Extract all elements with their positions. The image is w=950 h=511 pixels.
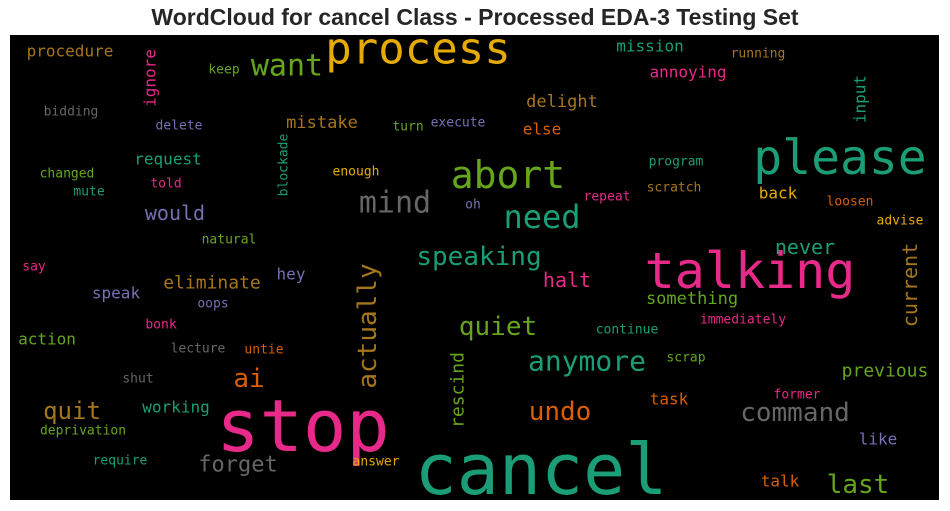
word-immediately: immediately (700, 313, 786, 328)
word-mind: mind (359, 186, 431, 221)
word-changed: changed (40, 167, 95, 182)
word-talk: talk (761, 472, 800, 491)
word-action: action (18, 330, 76, 349)
word-eliminate: eliminate (163, 273, 261, 294)
word-procedure: procedure (27, 42, 114, 61)
word-task: task (650, 390, 689, 409)
word-else: else (523, 120, 562, 139)
word-need: need (503, 198, 580, 236)
word-annoying: annoying (649, 63, 726, 82)
word-continue: continue (596, 323, 659, 338)
word-please: please (753, 130, 926, 186)
word-something: something (646, 289, 738, 309)
word-would: would (145, 201, 205, 225)
word-oh: oh (465, 198, 481, 213)
word-previous: previous (842, 361, 929, 382)
word-blockade: blockade (277, 134, 292, 197)
word-ai: ai (233, 364, 264, 394)
word-speaking: speaking (416, 242, 541, 272)
word-back: back (759, 184, 798, 203)
word-speak: speak (92, 284, 141, 303)
wordcloud-canvas: stop cancel talking please process abort need m… (10, 35, 939, 500)
word-repeat: repeat (584, 190, 631, 205)
word-running: running (731, 47, 786, 62)
word-natural: natural (202, 233, 257, 248)
word-ignore: ignore (141, 49, 160, 107)
word-say: say (22, 260, 46, 275)
word-require: require (93, 454, 148, 469)
word-keep: keep (208, 63, 239, 78)
word-process: process (325, 35, 510, 75)
word-like: like (859, 430, 898, 449)
word-mission: mission (616, 37, 683, 56)
word-deprivation: deprivation (40, 424, 126, 439)
word-untie: untie (244, 343, 283, 358)
word-loosen: loosen (827, 195, 874, 210)
word-last: last (827, 470, 890, 500)
word-command: command (740, 398, 850, 428)
word-never: never (775, 235, 835, 259)
word-working: working (142, 398, 209, 417)
word-input: input (851, 75, 870, 123)
word-told: told (150, 177, 181, 192)
word-anymore: anymore (528, 345, 646, 378)
word-enough: enough (333, 165, 380, 180)
word-current: current (898, 243, 922, 327)
word-mute: mute (73, 185, 104, 200)
word-execute: execute (431, 116, 486, 131)
word-former: former (774, 388, 821, 403)
word-forget: forget (198, 453, 277, 478)
word-request: request (134, 150, 201, 169)
word-mistake: mistake (286, 113, 358, 133)
word-bonk: bonk (145, 318, 176, 333)
word-stop: stop (216, 384, 389, 468)
word-rescind: rescind (448, 352, 469, 428)
word-scrap: scrap (666, 351, 705, 366)
word-advise: advise (877, 214, 924, 229)
word-delight: delight (526, 92, 598, 112)
word-bidding: bidding (44, 105, 99, 120)
word-actually: actually (353, 263, 383, 388)
word-scratch: scratch (647, 181, 702, 196)
word-undo: undo (529, 397, 592, 427)
chart-title: WordCloud for cancel Class - Processed E… (151, 4, 799, 30)
word-quiet: quiet (459, 312, 537, 342)
word-quit: quit (43, 397, 101, 425)
word-delete: delete (156, 119, 203, 134)
word-talking: talking (645, 242, 856, 300)
word-cancel: cancel (415, 429, 668, 500)
word-program: program (649, 155, 704, 170)
word-hey: hey (277, 265, 306, 284)
word-want: want (251, 49, 323, 84)
word-abort: abort (451, 153, 565, 197)
word-lecture: lecture (171, 342, 226, 357)
word-oops: oops (197, 297, 228, 312)
word-halt: halt (543, 268, 591, 292)
word-shut: shut (122, 372, 153, 387)
word-turn: turn (392, 120, 423, 135)
word-answer: answer (353, 455, 400, 470)
